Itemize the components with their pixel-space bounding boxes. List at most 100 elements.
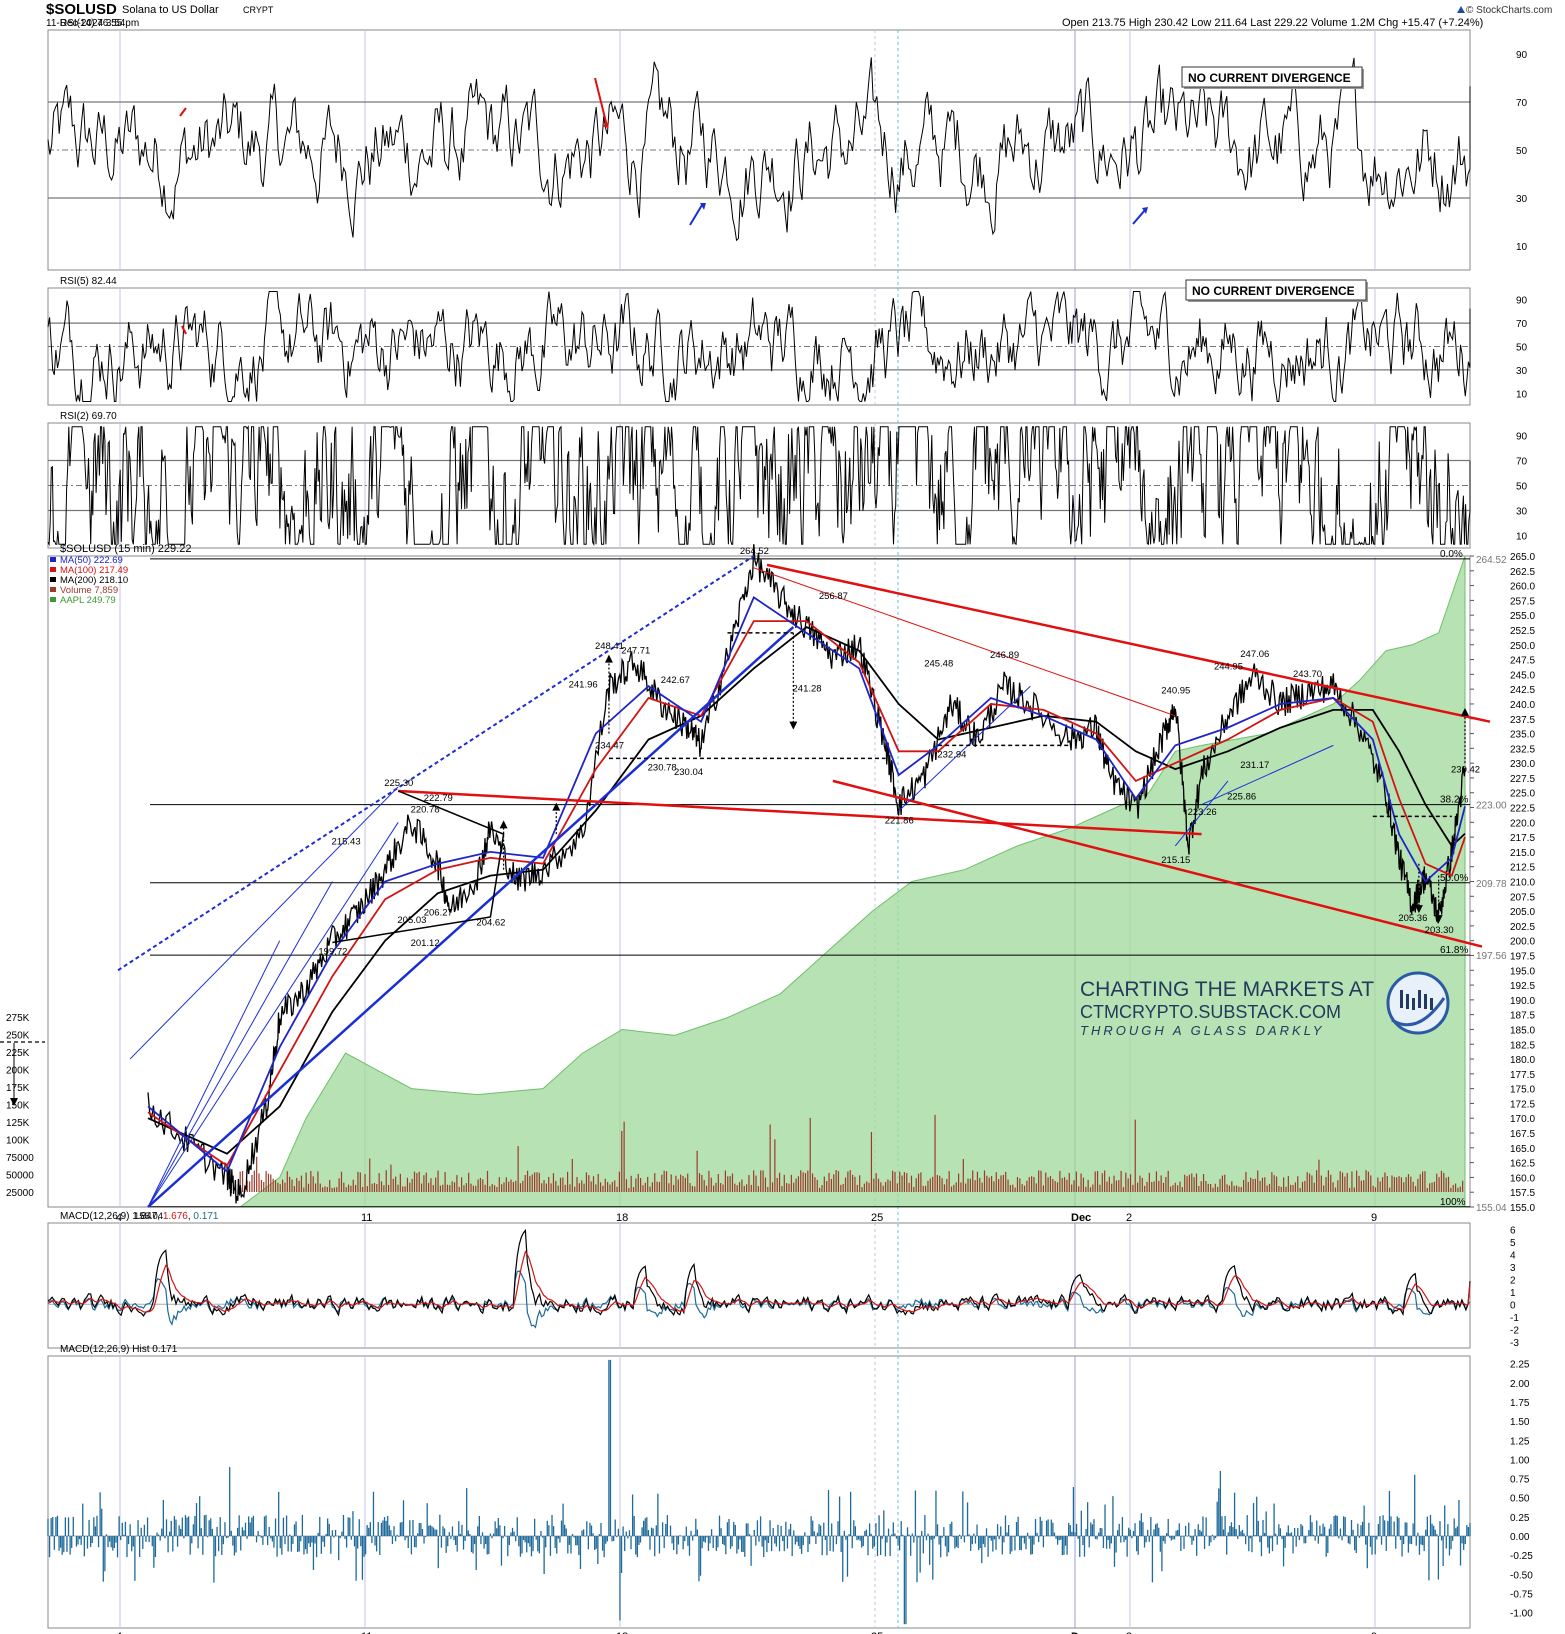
fib-label: 61.8% <box>1440 945 1468 956</box>
divergence-arrow <box>1142 207 1148 214</box>
price-label: 241.96 <box>569 679 598 690</box>
rsi-title: RSI(2) 69.70 <box>60 411 117 422</box>
macd-tick-label: -2 <box>1510 1325 1519 1336</box>
fan-line <box>147 822 399 1208</box>
price-tick-label: 185.0 <box>1510 1025 1535 1036</box>
x-axis-label: 4 <box>116 1212 122 1224</box>
fan-line <box>129 786 399 1060</box>
rsi-title: RSI(14) 76.55 <box>60 18 123 29</box>
logo-candle-icon <box>1400 990 1403 1008</box>
price-label: 232.94 <box>937 750 966 761</box>
price-tick-label: 255.0 <box>1510 611 1535 622</box>
price-label: 201.12 <box>411 938 440 949</box>
price-label: 242.67 <box>661 675 690 686</box>
hist-tick-label: 0.00 <box>1510 1532 1530 1543</box>
rsi-tick-label: 90 <box>1516 50 1528 61</box>
x-axis-label: 18 <box>616 1212 628 1224</box>
price-label: 221.86 <box>885 815 914 826</box>
thin-blue-line <box>1174 780 1229 847</box>
price-tick-label: 192.5 <box>1510 981 1535 992</box>
price-label: 203.30 <box>1425 925 1454 936</box>
target-arrow-head <box>1414 905 1423 914</box>
divergence-line <box>594 77 608 127</box>
price-tick-label: 157.5 <box>1510 1188 1535 1199</box>
macd-tick-label: 2 <box>1510 1275 1516 1286</box>
price-label: 204.62 <box>476 917 505 928</box>
target-arrow-head <box>1434 915 1443 924</box>
macd-tick-label: -3 <box>1510 1338 1519 1349</box>
hist-tick-label: -0.25 <box>1510 1551 1533 1562</box>
hist-tick-label: 0.50 <box>1510 1494 1530 1505</box>
macd-tick-label: 3 <box>1510 1263 1516 1274</box>
hist-title: MACD(12,26,9) Hist 0.171 <box>60 1344 178 1355</box>
rsi-line <box>47 290 1471 402</box>
price-tick-label: 260.0 <box>1510 582 1535 593</box>
price-tick-label: 240.0 <box>1510 700 1535 711</box>
hist-tick-label: 1.25 <box>1510 1436 1530 1447</box>
price-tick-label: 225.0 <box>1510 789 1535 800</box>
price-tick-label: 232.5 <box>1510 744 1535 755</box>
hist-tick-label: -0.50 <box>1510 1570 1533 1581</box>
flat-trendline <box>398 789 1202 836</box>
hist-tick-label: 0.25 <box>1510 1513 1530 1524</box>
price-tick-label: 222.5 <box>1510 804 1535 815</box>
price-tick-label: 207.5 <box>1510 892 1535 903</box>
watermark-line3: THROUGH A GLASS DARKLY <box>1080 1023 1324 1038</box>
price-title: $SOLUSD (15 min) 229.22 <box>60 543 191 555</box>
price-tick-label: 245.0 <box>1510 670 1535 681</box>
price-tick-label: 190.0 <box>1510 996 1535 1007</box>
price-tick-label: 227.5 <box>1510 774 1535 785</box>
target-arrow-head <box>499 820 508 829</box>
chart-header: $SOLUSD Solana to US Dollar CRYPT 11-Dec… <box>46 1 1552 29</box>
volume-tick-label: 150K <box>6 1101 30 1112</box>
rsi-tick-label: 70 <box>1516 457 1528 468</box>
hist-tick-label: 2.00 <box>1510 1379 1530 1390</box>
watermark-line1: CHARTING THE MARKETS AT <box>1080 978 1374 1001</box>
price-label: 220.78 <box>411 805 440 816</box>
price-tick-label: 172.5 <box>1510 1099 1535 1110</box>
fib-label: 0.0% <box>1440 549 1463 560</box>
price-label: 230.04 <box>674 767 703 778</box>
hist-tick-label: -0.75 <box>1510 1590 1533 1601</box>
price-label: 241.28 <box>793 683 822 694</box>
resistance-trendline <box>766 563 1491 723</box>
hist-tick-label: 1.50 <box>1510 1417 1530 1428</box>
rsi-tick-label: 50 <box>1516 146 1528 157</box>
divergence-line <box>179 107 187 117</box>
rsi-title: RSI(5) 82.44 <box>60 276 117 287</box>
price-tick-label: 217.5 <box>1510 833 1535 844</box>
channel-dashed-line <box>117 555 755 972</box>
price-tick-label: 175.0 <box>1510 1085 1535 1096</box>
price-label: 205.36 <box>1398 913 1427 924</box>
macd-title-part: , <box>188 1211 194 1222</box>
x-axis-label: 11 <box>361 1631 372 1634</box>
price-label: 215.15 <box>1161 855 1190 866</box>
macd-signal-line <box>47 1250 1471 1313</box>
price-tick-label: 257.5 <box>1510 596 1535 607</box>
price-tick-label: 177.5 <box>1510 1070 1535 1081</box>
price-label: 222.79 <box>424 793 453 804</box>
rsi-tick-label: 70 <box>1516 98 1528 109</box>
logo-candle-icon <box>1418 990 1421 1008</box>
price-tick-label: 215.0 <box>1510 848 1535 859</box>
support-trendline <box>147 626 795 1208</box>
logo-candle-icon <box>1430 998 1433 1010</box>
macd-tick-label: 0 <box>1510 1300 1516 1311</box>
price-label: 215.43 <box>332 836 361 847</box>
price-label: 256.87 <box>819 591 848 602</box>
thin-blue-line <box>898 685 1031 812</box>
volume-tick-label: 250K <box>6 1031 30 1042</box>
legend-entry: MA(100) 217.49 <box>60 565 128 576</box>
panel-frame-macd <box>47 1222 1471 1349</box>
divergence-line <box>1132 209 1146 225</box>
rsi-line <box>47 57 1471 242</box>
price-tick-label: 170.0 <box>1510 1114 1535 1125</box>
target-arrow-head <box>789 721 798 730</box>
price-tick-label: 235.0 <box>1510 730 1535 741</box>
fan-line <box>147 881 333 1208</box>
logo-arrow-icon <box>1391 997 1446 1027</box>
fan-line <box>147 940 281 1208</box>
x-axis-label: Dec <box>1071 1212 1091 1224</box>
macd-title-part: 0.171 <box>193 1211 218 1222</box>
symbol-title: $SOLUSD <box>46 1 117 18</box>
